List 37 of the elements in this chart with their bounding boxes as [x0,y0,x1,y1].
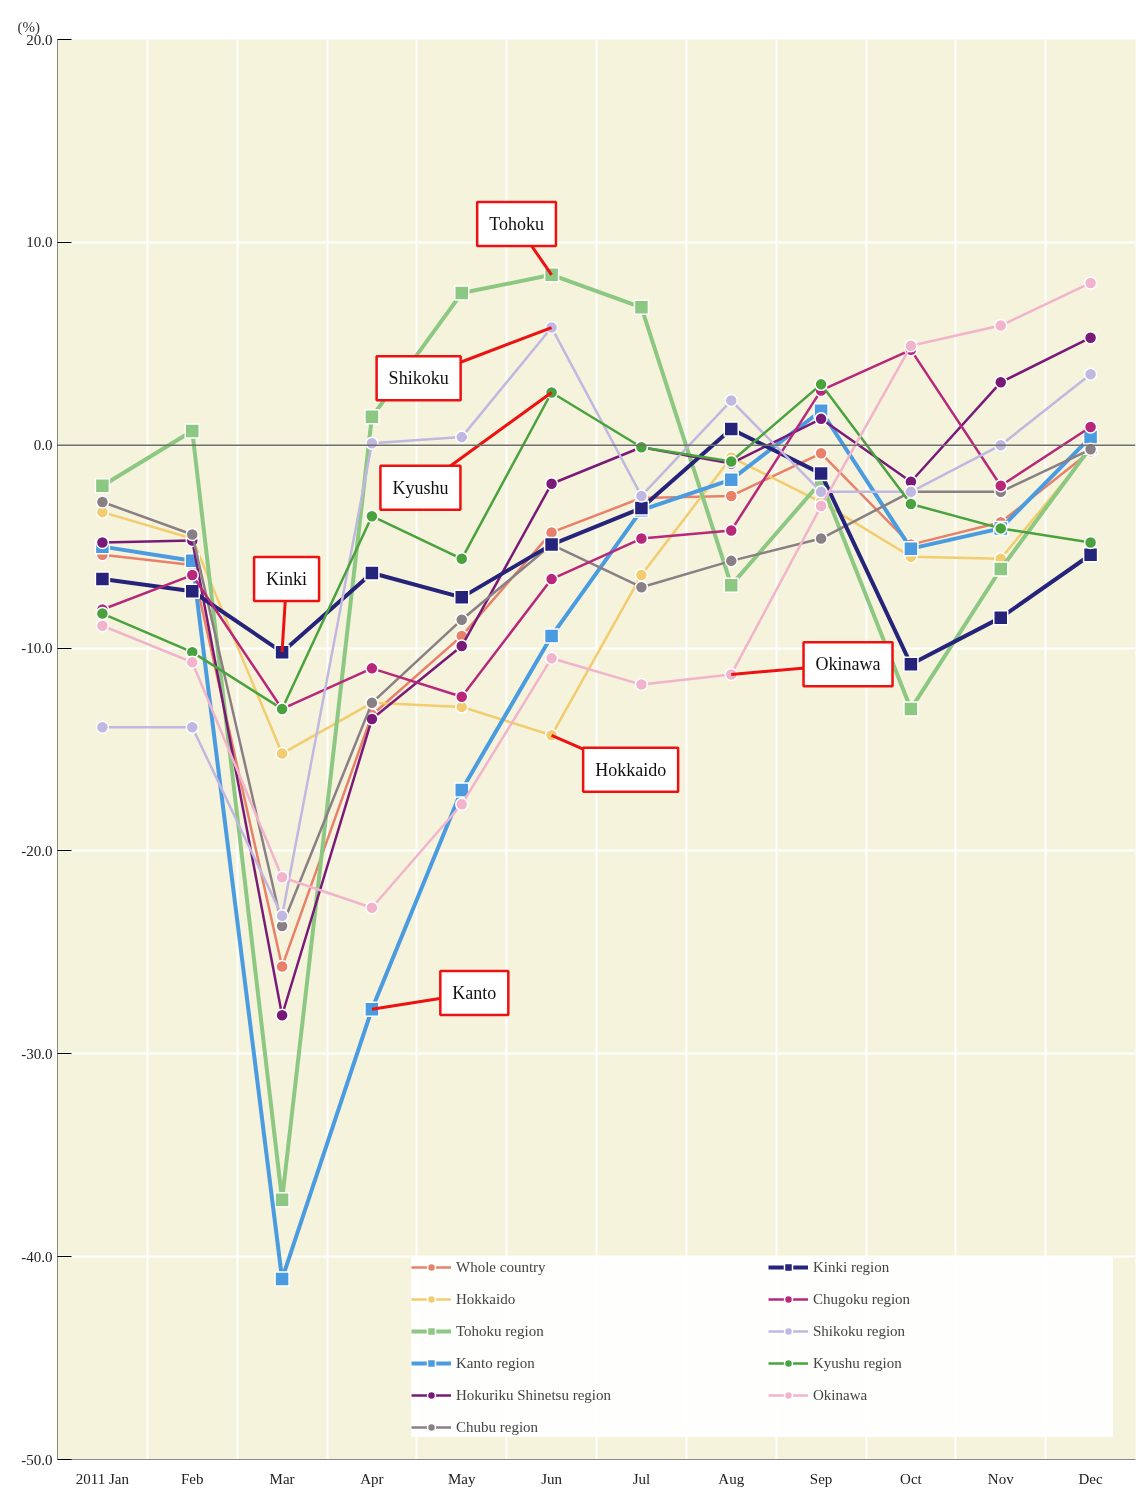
y-tick-label: -40.0 [21,1248,53,1265]
legend-label: Tohoku region [456,1322,545,1340]
x-tick-label: Apr [360,1470,384,1487]
x-tick-label: 2011 Jan [75,1470,130,1487]
x-tick-label: Feb [181,1470,204,1487]
annotation: Tohoku [489,214,544,235]
annotation: Okinawa [815,654,881,675]
y-tick-label: 0.0 [33,437,53,454]
x-tick-label: Aug [718,1470,745,1487]
x-tick-label: Jul [632,1470,651,1487]
x-tick-label: Dec [1078,1470,1103,1487]
legend-label: Whole country [456,1258,547,1276]
y-tick-label: -20.0 [21,842,53,859]
x-tick-label: Sep [809,1470,833,1487]
x-tick-label: May [448,1470,476,1487]
annotation: Shikoku [388,368,449,389]
legend-label: Shikoku region [813,1322,907,1340]
legend-label: Okinawa [813,1386,869,1404]
legend-label: Hokkaido [456,1290,517,1308]
x-tick-label: Jun [541,1470,563,1487]
legend-label: Hokuriku Shinetsu region [456,1386,612,1404]
x-tick-label: Nov [987,1470,1015,1487]
y-tick-label: -30.0 [21,1045,53,1062]
x-tick-label: Mar [269,1470,295,1487]
y-tick-label: 10.0 [26,234,53,251]
legend-label: Chugoku region [813,1290,912,1308]
annotation: Hokkaido [595,759,667,780]
x-tick-label: Oct [900,1470,923,1487]
legend-label: Kyushu region [813,1354,903,1372]
y-tick-label: -10.0 [21,640,53,657]
annotation: Kanto [452,982,497,1003]
y-tick-label: -50.0 [21,1451,53,1468]
legend-label: Kinki region [813,1258,891,1276]
annotation: Kyushu [392,477,449,498]
annotation: Kinki [266,569,308,590]
legend-label: Chubu region [456,1418,540,1436]
legend-label: Kanto region [456,1354,536,1372]
